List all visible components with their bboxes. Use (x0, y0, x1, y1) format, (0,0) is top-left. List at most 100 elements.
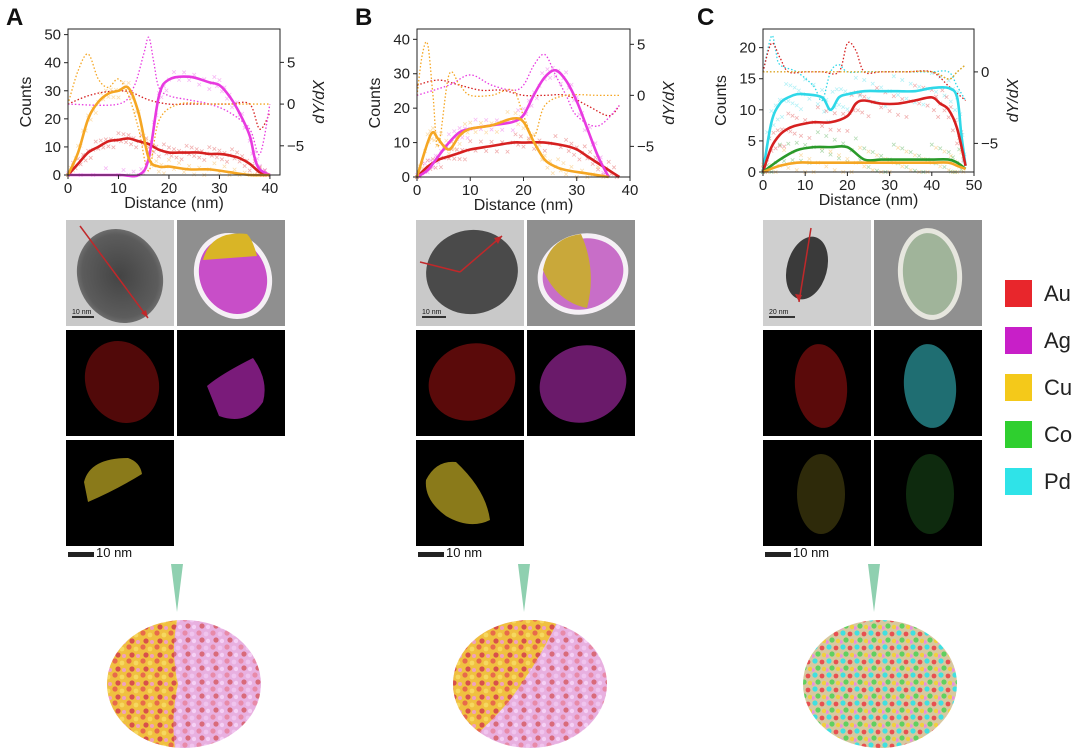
derivative-line-ag (416, 53, 620, 127)
raw-point (219, 157, 225, 162)
y-tick-label: 40 (393, 31, 410, 48)
raw-point (106, 144, 111, 149)
raw-point (807, 135, 812, 141)
raw-point (841, 141, 846, 146)
raw-point (179, 157, 184, 162)
raw-point (862, 146, 867, 151)
y-tick-label: 40 (44, 55, 61, 72)
raw-point (912, 153, 918, 158)
raw-point (460, 135, 465, 140)
raw-point (857, 92, 863, 97)
raw-point (933, 145, 939, 150)
raw-point (942, 149, 947, 154)
map-cu-b (416, 440, 524, 546)
legend-label: Ag (1044, 327, 1071, 353)
raw-point (832, 137, 837, 142)
scale-bar-b (418, 552, 444, 557)
raw-point (489, 139, 494, 144)
derivative-line-au (416, 79, 620, 117)
raw-point (83, 158, 88, 163)
y2-tick-label: 5 (287, 54, 295, 71)
raw-point (912, 83, 918, 88)
raw-point (454, 147, 460, 152)
raw-point (534, 96, 539, 101)
raw-point (505, 109, 510, 115)
raw-point (101, 145, 106, 150)
raw-point (946, 115, 951, 120)
raw-point (904, 114, 909, 120)
raw-point (796, 88, 801, 93)
raw-point (807, 96, 812, 101)
raw-point (229, 147, 235, 152)
derivative-line-cu (67, 53, 270, 172)
raw-point (174, 155, 179, 160)
raw-point (798, 133, 804, 138)
raw-point (184, 143, 189, 148)
raw-point (462, 121, 468, 127)
raw-point (521, 144, 526, 149)
map-cu-a (66, 440, 174, 546)
raw-point (192, 72, 197, 77)
raw-point (553, 133, 558, 139)
raw-point (834, 87, 839, 92)
map-au-b (416, 330, 524, 436)
raw-point (116, 95, 121, 100)
x-tick-label: 30 (881, 177, 898, 194)
raw-point (187, 163, 192, 169)
x-axis-label: Distance (nm) (474, 197, 574, 214)
raw-point (786, 165, 791, 171)
y-tick-label: 5 (748, 133, 756, 150)
raw-point (428, 158, 433, 163)
raw-point (457, 141, 462, 147)
raw-point (845, 107, 850, 112)
y-tick-label: 0 (748, 164, 756, 181)
raw-point (224, 159, 230, 164)
raw-point (139, 167, 144, 172)
x-tick-label: 40 (622, 182, 639, 199)
raw-point (870, 168, 875, 173)
y-tick-label: 20 (739, 40, 756, 57)
x-tick-label: 10 (110, 180, 127, 197)
raw-point (484, 117, 489, 123)
raw-point (171, 147, 177, 152)
raw-point (98, 138, 103, 143)
raw-point (845, 156, 850, 162)
raw-point (917, 153, 922, 158)
x-tick-label: 20 (839, 177, 856, 194)
raw-point (182, 70, 187, 75)
raw-point (900, 146, 905, 151)
raw-point (948, 104, 953, 110)
atom-models (107, 564, 957, 748)
raw-point (577, 157, 582, 162)
raw-point (438, 165, 444, 170)
raw-point (572, 152, 577, 157)
raw-point (232, 167, 237, 172)
raw-point (908, 81, 913, 86)
y-tick-label: 30 (393, 66, 410, 83)
raw-point (214, 155, 219, 160)
raw-point (866, 149, 871, 154)
raw-point (942, 164, 947, 170)
raw-point (782, 158, 787, 164)
raw-point (197, 155, 202, 160)
raw-point (197, 82, 202, 87)
profile-line-cu (415, 116, 609, 179)
raw-point (874, 153, 880, 158)
raw-point (121, 132, 126, 137)
raw-point (841, 111, 846, 116)
x-tick-label: 20 (515, 182, 532, 199)
profile-line-cu (66, 85, 270, 177)
tem-image-b: 10 nm (416, 220, 524, 326)
y2-axis-label: dY/dX (1005, 77, 1022, 122)
raw-point (784, 81, 789, 87)
raw-point (430, 126, 436, 131)
raw-point (156, 169, 161, 174)
raw-point (217, 78, 222, 83)
raw-point (855, 108, 861, 113)
probe-tip-b (518, 564, 530, 612)
raw-point (510, 128, 515, 133)
raw-point (769, 108, 774, 114)
raw-point (537, 142, 542, 148)
raw-point (222, 164, 227, 169)
haadf-overlay-c (874, 220, 982, 326)
